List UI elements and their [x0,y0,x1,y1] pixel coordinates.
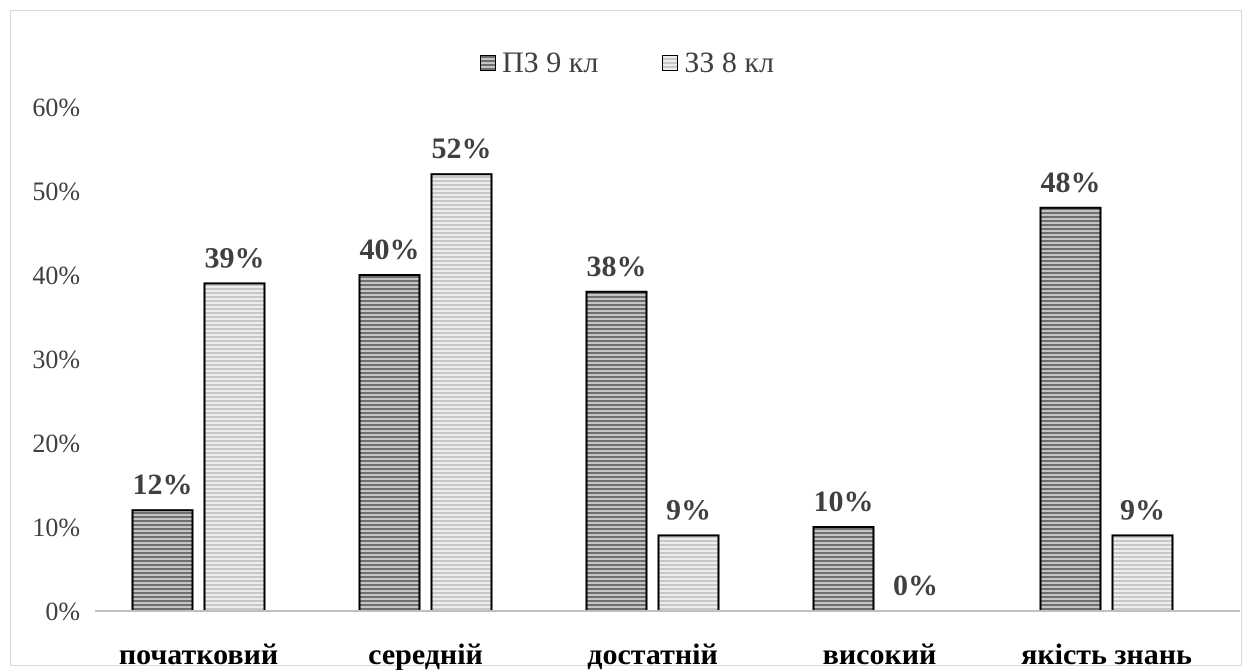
x-category-label: якість знань [1021,638,1192,670]
y-tick-label: 20% [32,429,80,458]
data-label: 0% [893,569,938,602]
x-category-label: середній [368,638,483,670]
bar-series-2 [430,173,493,612]
bar-series-1 [131,509,194,613]
legend-swatch-series-2 [662,55,679,71]
bar-series-2 [203,282,266,612]
y-tick-label: 0% [45,597,80,626]
data-label: 12% [133,468,193,501]
legend-label-series-1: ПЗ 9 кл [502,46,599,79]
data-label: 9% [666,493,711,526]
data-label: 52% [432,132,492,165]
y-tick-label: 10% [32,513,80,542]
data-label: 39% [205,241,265,274]
bar-series-2 [657,534,720,613]
legend: ПЗ 9 кл ЗЗ 8 кл [0,46,1254,80]
y-tick-label: 60% [32,93,80,122]
x-category-label: достатній [587,638,717,670]
y-tick-label: 30% [32,345,80,374]
bar-series-1 [358,274,421,612]
legend-swatch-series-1 [480,55,497,71]
data-label: 38% [587,250,647,283]
legend-item-series-2: ЗЗ 8 кл [662,46,774,80]
x-category-label: початковий [119,638,278,670]
legend-label-series-2: ЗЗ 8 кл [684,46,774,79]
bar-series-1 [812,526,875,612]
data-label: 9% [1120,493,1165,526]
y-tick-label: 50% [32,177,80,206]
data-label: 48% [1041,166,1101,199]
legend-item-series-1: ПЗ 9 кл [480,46,598,80]
data-label: 40% [360,233,420,266]
bar-series-1 [585,290,648,612]
y-tick-label: 40% [32,261,80,290]
x-category-label: високий [823,638,937,670]
bar-series-2 [1111,534,1174,613]
data-label: 10% [814,485,874,518]
bar-series-1 [1039,206,1102,613]
